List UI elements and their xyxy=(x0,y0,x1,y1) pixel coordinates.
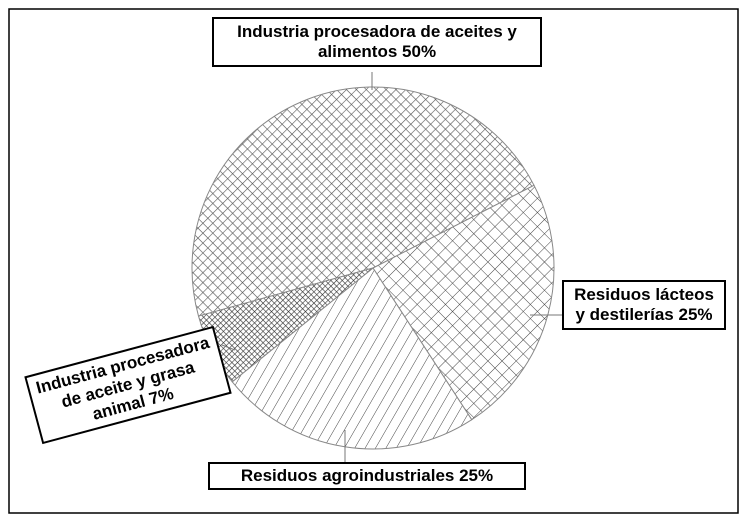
slice-label: Industria procesadora de aceites y alime… xyxy=(212,17,542,67)
pie-slice xyxy=(191,86,535,317)
slice-label: Residuos agroindustriales 25% xyxy=(208,462,526,490)
pie-slice xyxy=(372,184,555,421)
leader-lines xyxy=(221,72,562,462)
slice-label: Residuos lácteos y destilerías 25% xyxy=(562,280,726,330)
pie xyxy=(191,86,555,450)
frame xyxy=(8,8,739,514)
